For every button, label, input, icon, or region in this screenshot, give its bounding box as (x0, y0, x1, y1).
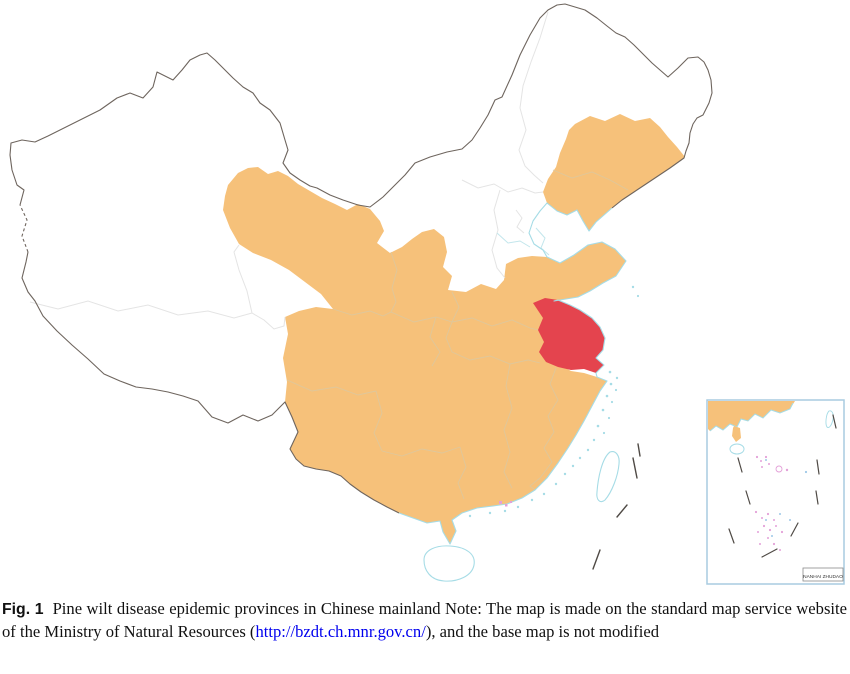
inset-mainland (708, 401, 795, 431)
maritime-dash-line (592, 443, 641, 570)
inset-label-box (802, 567, 844, 582)
inset-island-dots-blue (765, 459, 808, 537)
epidemic-region-central (223, 167, 626, 544)
inset-hainan (729, 443, 745, 455)
inset-frame (706, 399, 845, 585)
inset-paracel-ring (775, 465, 783, 473)
inset-dash-line (728, 414, 837, 558)
inset-leizhou (732, 426, 741, 442)
inset-island-dots-pink (754, 455, 789, 551)
island-outlines (423, 451, 620, 582)
coastline (398, 202, 627, 545)
pearl-delta-marks (499, 501, 512, 507)
province-jiangsu-highlight (533, 298, 605, 373)
china-map-container: NANHAI ZHUDAO (9, 3, 845, 585)
inset-label: NANHAI ZHUDAO (803, 574, 843, 580)
inset-coastline (709, 402, 794, 432)
china-map: NANHAI ZHUDAO (9, 3, 845, 585)
hainan-island (423, 545, 475, 582)
inset-taiwan (825, 410, 834, 428)
caption-text-before-link: Pine wilt disease epidemic provinces in … (2, 599, 847, 642)
caption-text-after-link: ), and the base map is not modified (425, 622, 660, 642)
inset-nanhai: NANHAI ZHUDAO (706, 399, 845, 585)
coastal-islet-dots (468, 285, 640, 518)
national-border (9, 3, 713, 514)
province-borders-light (29, 11, 549, 330)
yellow-river (496, 227, 550, 256)
caption-link[interactable]: http://bzdt.ch.mnr.gov.cn/ (255, 622, 426, 642)
figure-label: Fig. 1 (2, 601, 44, 618)
epidemic-region-northeast (543, 114, 685, 231)
taiwan-island (596, 451, 620, 503)
province-borders-epidemic (286, 169, 629, 500)
figure-caption: Fig. 1 Pine wilt disease epidemic provinc… (0, 592, 850, 644)
